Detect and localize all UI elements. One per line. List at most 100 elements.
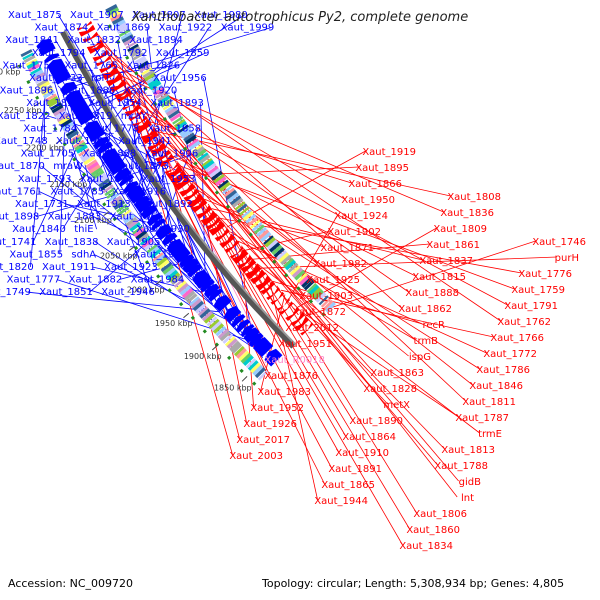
gene-arrow [93,136,110,150]
forward-gene-label: Xaut_1999 [221,23,275,34]
reverse-leader-line [268,276,318,501]
category-stripe [191,144,203,153]
tick-label: 2100 kbp [74,216,112,225]
category-stripe [310,286,322,298]
forward-gene-label: Xaut_1820 [0,262,34,273]
gene-arrow [248,332,264,348]
category-stripe [222,333,234,344]
reverse-gene-label: purH [555,253,579,264]
reverse-leader-line [98,34,303,296]
reverse-leader-line [118,70,367,389]
reverse-gene-label: Xaut_1950 [341,195,395,206]
gene-arrow [87,41,105,54]
category-stripe [210,320,222,332]
category-stripe [140,237,154,249]
category-stripe [155,90,167,99]
category-stripe [173,118,186,128]
tick-label: 2250 kbp [4,106,42,115]
gene-arrow [192,269,207,283]
category-stripe [201,311,213,322]
category-stripe [116,203,128,213]
category-stripe [320,297,332,308]
reverse-gene-label: Xaut_1762 [497,317,551,328]
tick-mark [241,376,248,382]
category-stripe [222,185,233,195]
category-stripe [127,219,140,230]
category-stripe [266,239,279,250]
forward-gene-label: Xaut_1733 [29,73,83,84]
category-stripe [213,173,225,184]
forward-gene-label: Xaut_1930 [136,224,190,235]
category-stripe [125,41,138,49]
category-stripe [188,140,201,151]
forward-gene-label: Xaut_1894 [129,35,183,46]
reverse-leader-line [106,50,458,498]
reverse-gene-label: Xaut_R0018 [264,355,325,366]
reverse-gene-label: Xaut_1813 [441,445,495,456]
gene-arrow [99,61,116,74]
forward-gene-label: Xaut_1705 [21,149,75,160]
category-stripe [95,174,109,185]
reverse-gene-label: lnt [461,493,474,504]
tick-label: 2000 kbp [127,286,165,295]
gene-labels: Xaut_1875Xaut_1874Xaut_1841Xaut_1794Xaut… [0,10,586,552]
category-stripe [137,232,150,243]
forward-gene-label: Xaut_1966 [110,212,164,223]
forward-gene-label: Xaut_1870 [0,161,45,172]
category-stripe [192,145,205,156]
forward-gene-label: Xaut_1956 [153,73,207,84]
category-stripe [90,166,103,177]
category-stripe [146,244,158,254]
category-stripe [144,72,157,82]
reverse-gene-label: Xaut_1786 [476,365,530,376]
gene-arrow [114,86,131,99]
forward-gene-label: Xaut_1868 [83,149,137,160]
forward-gene-label: Xaut_1856 [26,98,80,109]
forward-gene-label: Xaut_1819 [59,111,113,122]
forward-gene-label: Xaut_1875 [8,10,62,21]
category-stripe [229,340,240,352]
category-stripe [187,138,199,148]
reverse-gene-label: Xaut_1811 [462,397,516,408]
category-stripe [114,21,128,31]
reverse-gene-label: Xaut_1982 [313,259,367,270]
forward-gene-label: Xaut_1854 [88,98,142,109]
forward-gene-label: Xaut_1904 [56,136,110,147]
reverse-gene-label: Xaut_1871 [320,243,374,254]
gene-arrow [166,164,183,180]
category-stripe [56,113,69,123]
reverse-gene-label: Xaut_1772 [483,349,537,360]
category-stripe [197,306,209,317]
category-stripe [59,117,72,128]
tick-mark [12,64,20,69]
reverse-leader-line [127,86,233,456]
reverse-gene-label: Xaut_1788 [434,461,488,472]
gene-arrow [65,90,83,104]
reverse-gene-label: Xaut_1983 [257,387,311,398]
reverse-gene-label: Xaut_1776 [518,269,572,280]
category-stripe [128,45,141,55]
reverse-gene-label: Xaut_1891 [328,464,382,475]
gene-arrow [214,228,230,242]
reverse-gene-label: Xaut_1861 [426,240,480,251]
category-stripe [215,326,227,337]
category-stripe [280,254,292,266]
category-stripe [231,197,244,208]
category-stripe [224,336,236,347]
category-stripe [255,226,267,237]
gene-arrow [105,72,123,87]
category-stripe [75,143,88,154]
category-stripe [132,52,144,61]
tick-label: 2200 kbp [26,143,64,152]
gene-arrow [83,120,100,133]
gene-arrow [36,38,53,50]
forward-leader-line [115,153,196,180]
category-stripe [234,201,246,211]
category-stripe [106,189,118,199]
category-stripe [125,216,138,227]
forward-gene-label: Xaut_1955 [133,249,187,260]
category-stripe [32,71,46,81]
forward-gene-label: Xaut_1838 [45,237,99,248]
category-stripe [30,67,42,75]
